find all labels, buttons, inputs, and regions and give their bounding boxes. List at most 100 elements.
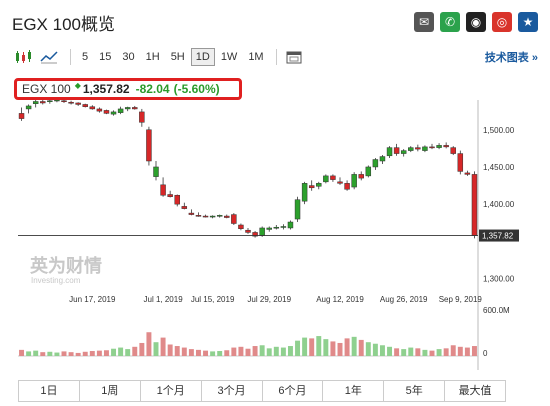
volume-tick-label: 600.0M bbox=[483, 306, 510, 315]
volume-bar bbox=[358, 339, 364, 356]
volume-bar bbox=[429, 350, 435, 356]
volume-bar bbox=[75, 352, 81, 356]
candle bbox=[287, 221, 294, 229]
volume-bar bbox=[330, 341, 336, 356]
interval-button-15[interactable]: 15 bbox=[99, 51, 112, 63]
candle bbox=[386, 147, 393, 157]
volume-bar bbox=[252, 346, 258, 356]
range-button-7[interactable]: 最大值 bbox=[458, 385, 492, 397]
candle bbox=[358, 174, 364, 179]
volume-bar bbox=[422, 349, 428, 356]
volume-bar bbox=[401, 349, 407, 356]
interval-button-30[interactable]: 30 bbox=[122, 51, 135, 63]
candle bbox=[379, 156, 386, 162]
candle bbox=[316, 183, 322, 187]
candle bbox=[110, 111, 117, 115]
interval-button-1d[interactable]: 1D bbox=[190, 48, 215, 66]
volume-bar bbox=[153, 342, 159, 356]
candle bbox=[181, 206, 188, 209]
interval-button-5[interactable]: 5 bbox=[82, 51, 89, 63]
weibo-icon[interactable]: ◎ bbox=[492, 12, 512, 32]
last-price-label: 1,357.82 bbox=[482, 232, 514, 241]
volume-bar bbox=[238, 346, 244, 356]
chart-toolbar: 5 15 30 1H 5H 1D 1W 1M 技术图表 » bbox=[12, 46, 538, 68]
volume-bar bbox=[394, 348, 400, 356]
y-tick-label: 1,400.00 bbox=[483, 200, 515, 209]
x-tick-label: Sep 9, 2019 bbox=[439, 295, 483, 304]
x-tick-label: Jul 1, 2019 bbox=[144, 295, 184, 304]
range-button-6[interactable]: 5年 bbox=[384, 381, 446, 401]
candle bbox=[245, 229, 251, 233]
candle bbox=[408, 147, 414, 151]
candle bbox=[308, 185, 315, 189]
candle bbox=[18, 113, 25, 119]
candle bbox=[96, 108, 103, 112]
email-icon[interactable]: ✉ bbox=[414, 12, 434, 32]
star-icon[interactable]: ★ bbox=[518, 12, 538, 32]
volume-bar bbox=[337, 342, 343, 356]
candle bbox=[443, 145, 449, 148]
volume-bar bbox=[471, 346, 477, 356]
volume-bar bbox=[415, 348, 421, 356]
volume-bar bbox=[96, 350, 102, 356]
volume-bar bbox=[344, 338, 350, 356]
candle bbox=[54, 100, 60, 102]
interval-button-1h[interactable]: 1H bbox=[145, 51, 160, 63]
volume-bar bbox=[372, 343, 378, 356]
range-button-3[interactable]: 3个月 bbox=[202, 381, 263, 401]
last-price-tag bbox=[479, 229, 519, 242]
candle bbox=[450, 147, 456, 154]
volume-bar bbox=[47, 351, 53, 356]
volume-bar bbox=[26, 351, 32, 356]
candle bbox=[393, 147, 400, 154]
candle bbox=[82, 104, 88, 107]
volume-bar bbox=[408, 347, 414, 356]
candle bbox=[252, 232, 258, 237]
candle bbox=[238, 224, 244, 229]
volume-bar bbox=[160, 337, 166, 356]
candle bbox=[280, 226, 287, 228]
candle bbox=[365, 166, 372, 177]
candle bbox=[160, 184, 166, 196]
interval-button-1w[interactable]: 1W bbox=[220, 51, 238, 63]
volume-bar bbox=[379, 345, 385, 356]
wechat-icon[interactable]: ✆ bbox=[440, 12, 460, 32]
range-button-4[interactable]: 6个月 bbox=[263, 381, 324, 401]
volume-bar bbox=[316, 336, 322, 356]
interval-button-1m[interactable]: 1M bbox=[248, 51, 264, 63]
volume-bar bbox=[231, 347, 237, 356]
volume-bar bbox=[302, 337, 308, 356]
candle bbox=[266, 227, 272, 230]
candle bbox=[146, 129, 152, 162]
candlestick-type-icon[interactable] bbox=[12, 48, 34, 66]
candle bbox=[132, 107, 138, 110]
volume-bar bbox=[132, 346, 138, 356]
range-button-5[interactable]: 1年 bbox=[323, 381, 385, 401]
volume-bar bbox=[351, 336, 357, 356]
range-button-2[interactable]: 1个月 bbox=[141, 381, 202, 401]
candle bbox=[273, 226, 280, 229]
quote-price: 1,357.82 bbox=[82, 82, 130, 96]
technical-chart-link[interactable]: 技术图表 » bbox=[484, 52, 538, 64]
calendar-icon[interactable] bbox=[283, 48, 305, 66]
candle bbox=[330, 175, 336, 180]
volume-bar bbox=[323, 339, 329, 356]
candle bbox=[167, 194, 173, 197]
quote-change-pct: (-5.60%) bbox=[173, 82, 220, 96]
volume-tick-label: 0 bbox=[483, 349, 488, 358]
range-button-0[interactable]: 1日 bbox=[19, 381, 80, 401]
x-tick-label: Jul 29, 2019 bbox=[247, 295, 291, 304]
candle bbox=[429, 146, 435, 149]
line-type-icon[interactable] bbox=[38, 48, 60, 66]
qq-icon[interactable]: ◉ bbox=[466, 12, 486, 32]
volume-bar bbox=[436, 349, 442, 356]
candle bbox=[337, 181, 343, 184]
volume-bar bbox=[188, 349, 194, 356]
candle bbox=[422, 146, 428, 151]
range-button-1[interactable]: 1周 bbox=[80, 381, 141, 401]
candle bbox=[415, 147, 421, 150]
candle bbox=[153, 166, 159, 177]
quote-change: -82.04 bbox=[135, 82, 170, 96]
interval-button-5h[interactable]: 5H bbox=[170, 51, 185, 63]
